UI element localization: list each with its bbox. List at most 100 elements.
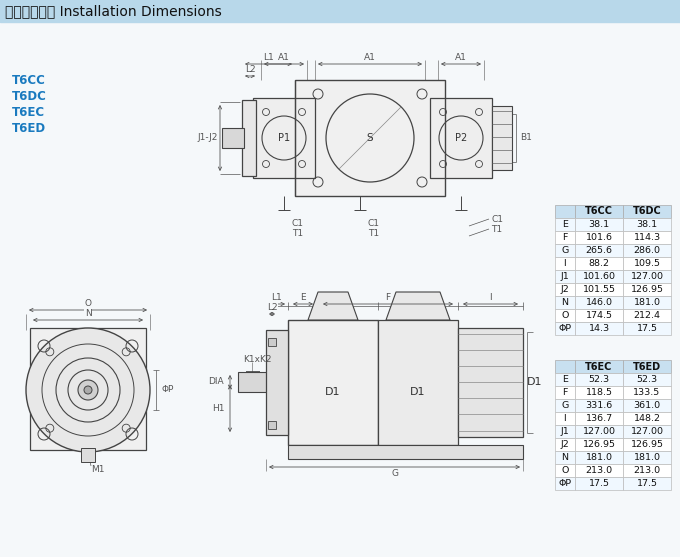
Bar [623,244,671,257]
Text: 安装连接尺寸 Installation Dimensions: 安装连接尺寸 Installation Dimensions [5,4,222,18]
Text: F: F [562,233,568,242]
Bar [238,372,268,392]
Bar [555,244,575,257]
Bar [623,322,671,335]
Text: 212.4: 212.4 [634,311,660,320]
Bar [575,451,623,464]
Text: P2: P2 [455,133,467,143]
Text: I: I [564,414,566,423]
Text: C1: C1 [368,219,380,228]
Bar [253,98,315,178]
Text: F: F [562,388,568,397]
Text: T6DC: T6DC [12,90,47,102]
Bar [555,283,575,296]
Text: E: E [562,220,568,229]
Text: 213.0: 213.0 [634,466,660,475]
Text: G: G [391,470,398,478]
Text: 52.3: 52.3 [588,375,609,384]
Text: T6CC: T6CC [12,74,46,86]
Text: J1-J2: J1-J2 [198,134,218,143]
Bar [623,464,671,477]
Bar [623,412,671,425]
Bar [623,257,671,270]
Bar [555,231,575,244]
Text: 181.0: 181.0 [634,453,660,462]
Text: O: O [84,300,92,309]
Bar [555,425,575,438]
Text: T6ED: T6ED [633,361,661,372]
Text: 136.7: 136.7 [585,414,613,423]
Bar [623,438,671,451]
Bar [555,309,575,322]
Text: 14.3: 14.3 [588,324,609,333]
Bar [253,98,315,178]
Polygon shape [308,292,358,320]
Circle shape [78,380,98,400]
Text: L2: L2 [267,302,277,311]
Bar [575,373,623,386]
Bar [575,218,623,231]
Bar [492,106,512,170]
Bar [555,205,575,218]
Text: C1: C1 [491,214,503,223]
Bar [623,373,671,386]
Text: D1: D1 [325,387,341,397]
Text: 127.00: 127.00 [630,272,664,281]
Text: C1: C1 [292,219,304,228]
Bar [575,270,623,283]
Bar [555,257,575,270]
Text: T6CC: T6CC [585,207,613,217]
Text: 101.60: 101.60 [583,272,615,281]
Text: E: E [300,292,306,301]
Text: 17.5: 17.5 [636,324,658,333]
Text: N: N [84,310,91,319]
Bar [555,399,575,412]
Bar [555,464,575,477]
Bar [575,205,623,218]
Text: 331.6: 331.6 [585,401,613,410]
Text: O: O [561,311,568,320]
Bar [575,412,623,425]
Text: DIA: DIA [208,378,224,387]
Text: B1: B1 [520,134,532,143]
Text: 148.2: 148.2 [634,414,660,423]
Polygon shape [386,292,450,320]
Text: I: I [564,259,566,268]
Bar [575,386,623,399]
Bar [623,451,671,464]
Bar [378,320,458,445]
Text: T1: T1 [292,229,303,238]
Text: D1: D1 [410,387,426,397]
Text: F: F [386,292,390,301]
Bar [555,360,575,373]
Text: ΦP: ΦP [558,324,572,333]
Text: 114.3: 114.3 [634,233,660,242]
Text: A1: A1 [455,53,467,62]
Bar [575,438,623,451]
Bar [288,445,523,459]
Text: P1: P1 [278,133,290,143]
Bar [575,464,623,477]
Text: 126.95: 126.95 [583,440,615,449]
Bar [623,218,671,231]
Bar [575,322,623,335]
Text: 265.6: 265.6 [585,246,613,255]
Text: N: N [562,298,568,307]
Text: 101.55: 101.55 [583,285,615,294]
Bar [575,231,623,244]
Bar [623,231,671,244]
Text: J2: J2 [560,285,569,294]
Text: T1: T1 [491,224,502,233]
Text: 118.5: 118.5 [585,388,613,397]
Bar [555,451,575,464]
Circle shape [84,386,92,394]
Bar [555,412,575,425]
Text: 38.1: 38.1 [588,220,609,229]
Text: L1: L1 [271,292,282,301]
Text: 126.95: 126.95 [630,285,664,294]
Bar [555,386,575,399]
Text: 133.5: 133.5 [633,388,661,397]
Text: E: E [562,375,568,384]
Bar [623,309,671,322]
Bar [623,386,671,399]
